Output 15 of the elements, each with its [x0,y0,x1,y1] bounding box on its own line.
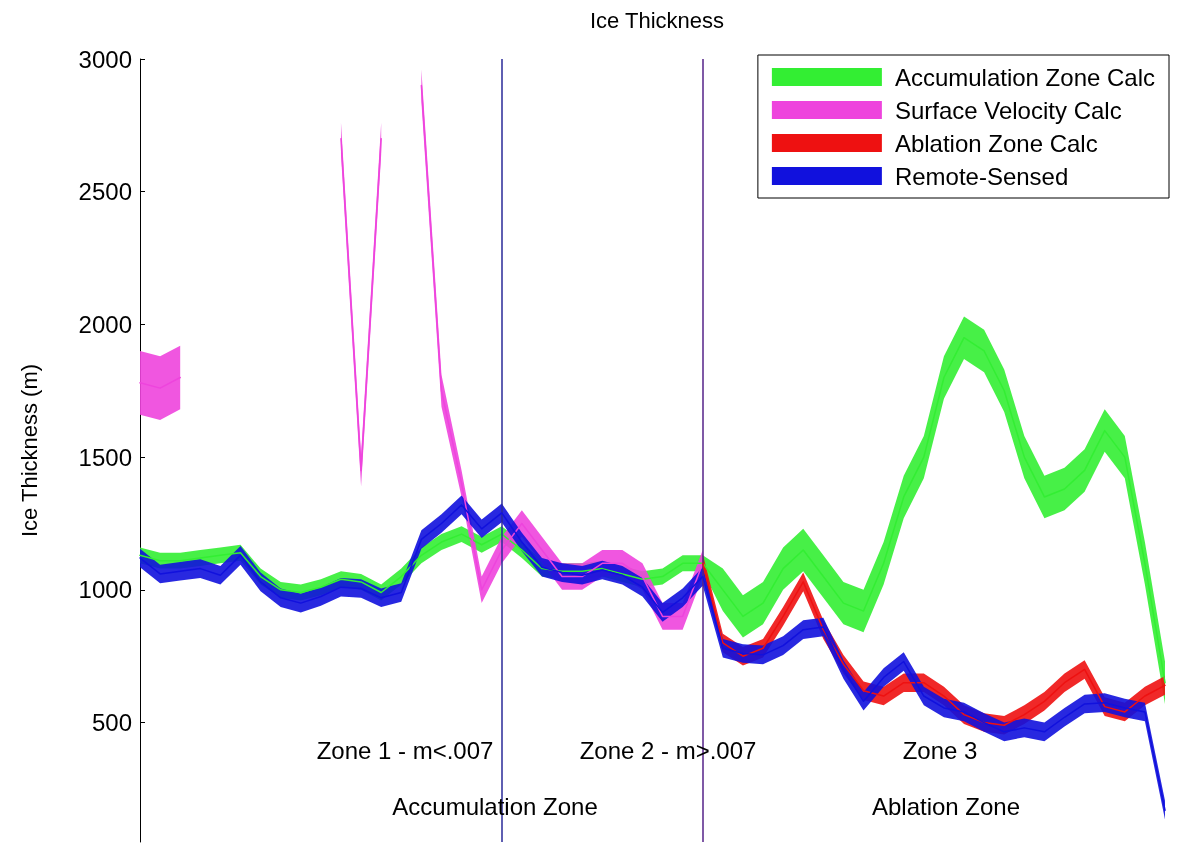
legend-label: Remote-Sensed [894,162,1069,190]
legend-label: Accumulation Zone Calc [894,63,1155,91]
y-tick-label: 1000 [78,576,132,604]
y-tick-label: 2000 [78,310,132,338]
y-tick-label: 500 [91,709,132,737]
y-tick-label: 2500 [78,178,132,206]
chart-title: Ice Thickness [589,7,725,33]
y-axis-title: Ice Thickness (m) [16,363,42,538]
legend-label: Ablation Zone Calc [894,129,1098,157]
annotation: Zone 1 - m<.007 [316,736,494,764]
annotation: Zone 3 [902,736,978,764]
legend-label: Surface Velocity Calc [894,96,1122,124]
annotation: Ablation Zone [871,792,1021,820]
y-tick-label: 3000 [78,45,132,73]
y-tick-label: 1500 [78,443,132,471]
